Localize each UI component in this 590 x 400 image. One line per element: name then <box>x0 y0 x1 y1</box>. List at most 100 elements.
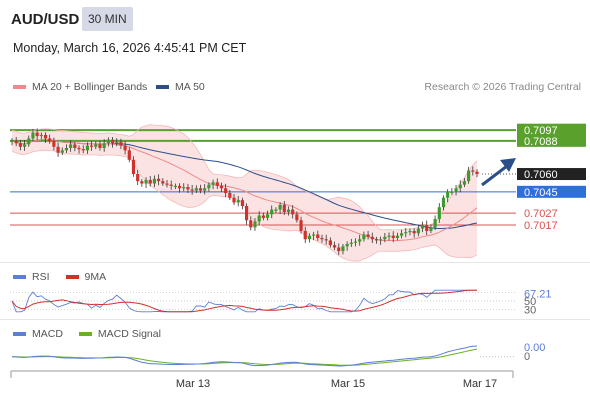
candle-body <box>249 220 253 228</box>
candle-body <box>324 239 328 241</box>
candle-body <box>450 191 454 194</box>
legend-ma50-label: MA 50 <box>175 81 205 93</box>
candle-body <box>98 144 102 148</box>
candle-body <box>316 234 320 239</box>
legend-macd-label: MACD <box>32 328 63 340</box>
ma20-line <box>11 138 478 242</box>
candle-body <box>471 170 475 172</box>
bollinger-upper <box>11 124 478 231</box>
legend-macd: MACD MACD Signal <box>13 328 161 340</box>
candle-body <box>467 170 471 182</box>
candle-body <box>395 235 400 239</box>
price-label-resistance: 0.7088 <box>524 136 558 148</box>
candle-body <box>429 227 433 231</box>
chart-header: AUD/USD 30 MIN Monday, March 16, 2026 4:… <box>0 0 590 70</box>
candle-body <box>475 171 479 175</box>
candle-body <box>102 143 106 148</box>
candle-body <box>119 142 123 146</box>
candle-body <box>458 184 462 189</box>
candle-body <box>307 235 312 240</box>
candle-body <box>64 147 69 151</box>
forecast-arrow-head <box>500 158 516 172</box>
candle-body <box>60 150 64 153</box>
candle-body <box>404 232 408 234</box>
candle-body <box>261 215 265 218</box>
candle-body <box>106 139 110 144</box>
candle-body <box>22 144 27 147</box>
candle-body <box>462 181 467 185</box>
candle-body <box>69 144 73 148</box>
candle-body <box>123 145 127 151</box>
price-label-bg <box>517 134 586 147</box>
candle-body <box>345 243 349 247</box>
candle-body <box>236 200 240 203</box>
macd-tick-label: 0.00 <box>524 342 545 354</box>
candle-body <box>358 239 362 242</box>
candle-body <box>140 181 144 184</box>
candle-body <box>408 230 412 233</box>
candle-body <box>207 184 211 189</box>
candle-body <box>182 187 186 189</box>
rsi-swatch <box>13 275 26 279</box>
candle-body <box>353 241 358 243</box>
candle-body <box>115 142 119 144</box>
candle-body <box>131 159 136 175</box>
rsi-tick-label: 30 <box>524 305 536 317</box>
candle-body <box>39 134 43 137</box>
candle-body <box>161 181 165 184</box>
candle-body <box>73 144 77 148</box>
candle-body <box>416 228 420 234</box>
candle-body <box>10 140 14 143</box>
candle-body <box>454 188 458 192</box>
candle-body <box>190 189 194 191</box>
candle-body <box>110 139 115 144</box>
candle-body <box>278 204 282 210</box>
legend-rsi: RSI 9MA <box>13 271 106 283</box>
candle-body <box>332 245 337 248</box>
price-label-support: 0.7027 <box>524 208 558 220</box>
macd-swatch <box>13 332 26 336</box>
candle-body <box>198 188 203 191</box>
symbol-title: AUD/USD <box>11 11 80 28</box>
candle-body <box>379 239 383 241</box>
candle-body <box>52 140 56 147</box>
candle-body <box>437 207 441 220</box>
panel-separator <box>0 319 590 320</box>
rsi-tick-label: 50 <box>524 296 536 308</box>
candle-body <box>362 234 366 240</box>
candle-body <box>194 188 198 191</box>
legend-ma20-label: MA 20 + Bollinger Bands <box>32 81 148 93</box>
candle-body <box>320 238 324 240</box>
rsi-ma-line <box>11 289 477 313</box>
timeframe-button[interactable]: 30 MIN <box>82 7 133 31</box>
candle-body <box>391 235 395 239</box>
candle-body <box>169 184 173 186</box>
candle-body <box>291 209 295 215</box>
candle-body <box>177 185 182 189</box>
candle-body <box>127 150 131 160</box>
candle-body <box>157 178 161 182</box>
candle-body <box>203 188 207 191</box>
candle-body <box>215 182 219 186</box>
candle-body <box>446 191 450 198</box>
candle-body <box>370 236 374 240</box>
candle-body <box>81 149 85 151</box>
rsi-tick-label: 67.21 <box>524 289 552 301</box>
candle-body <box>282 204 286 212</box>
candle-body <box>152 178 157 184</box>
x-tick-label: Mar 13 <box>176 378 210 390</box>
candle-body <box>387 235 391 237</box>
bollinger-lower <box>11 149 478 262</box>
ma50-swatch <box>156 85 169 89</box>
candle-body <box>349 242 353 244</box>
candle-body <box>425 225 429 231</box>
candle-body <box>89 145 94 147</box>
candle-body <box>441 197 446 208</box>
candle-body <box>383 236 387 240</box>
candle-body <box>244 206 249 221</box>
price-label-last: 0.7060 <box>524 169 558 181</box>
candle-body <box>14 140 18 144</box>
copyright-text: Research © 2026 Trading Central <box>424 81 581 93</box>
candle-body <box>337 247 341 252</box>
